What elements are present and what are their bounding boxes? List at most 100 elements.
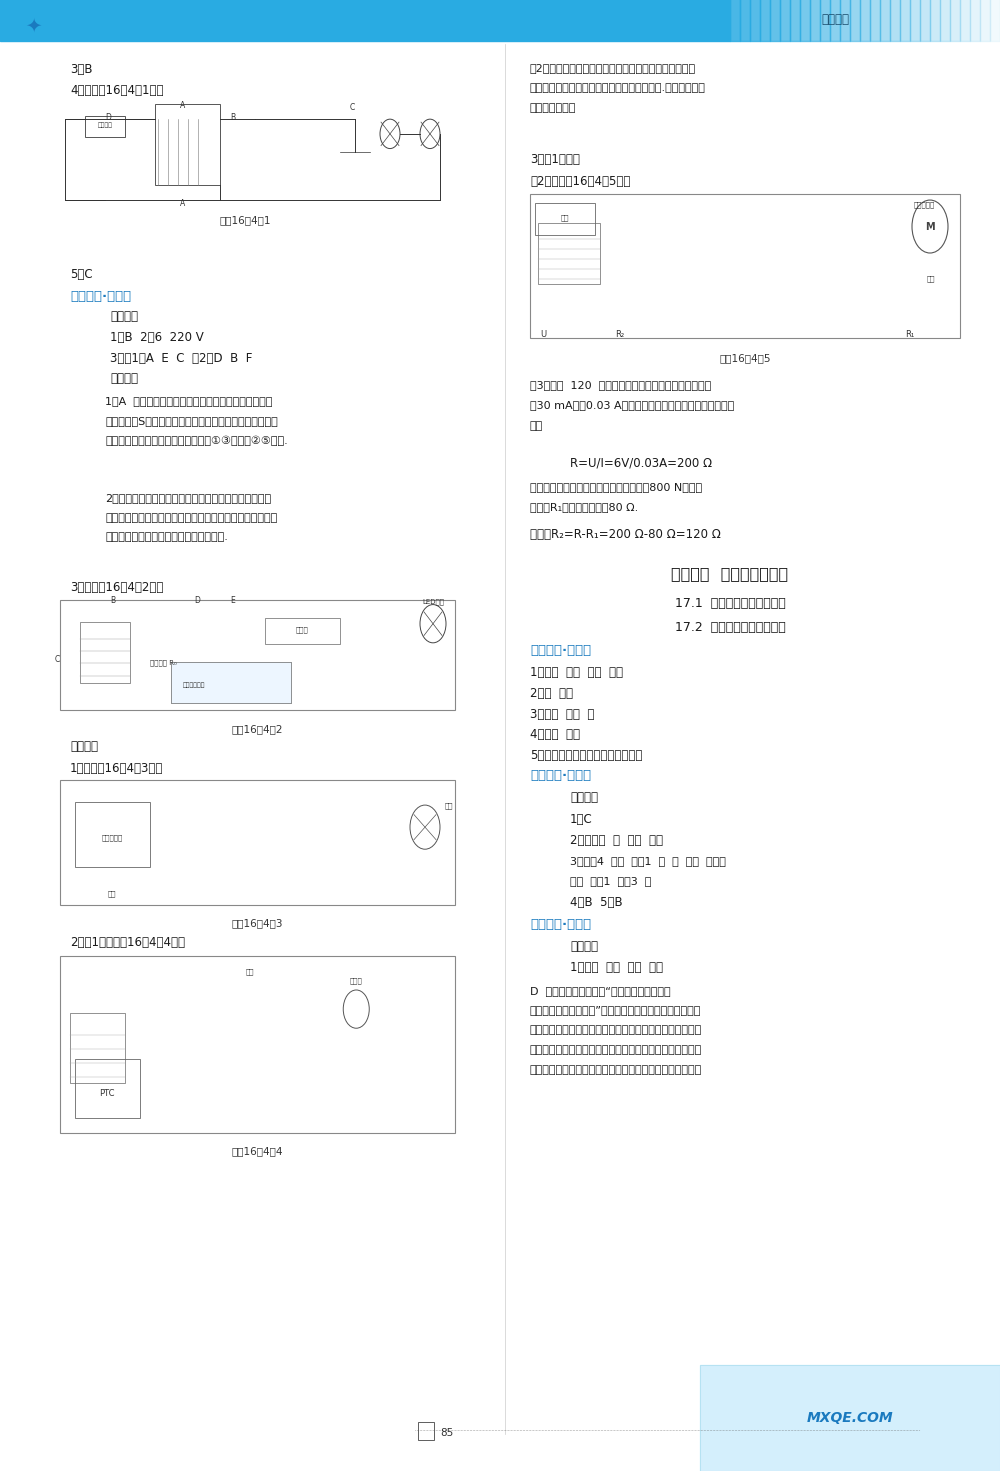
Text: 1．A  解析：利用安培定则，闭合开关后，可到新电磁: 1．A 解析：利用安培定则，闭合开关后，可到新电磁 [105, 396, 272, 406]
Text: 都有关，只要改变其中一个因素即可达到改变受力方向；若: 都有关，只要改变其中一个因素即可达到改变受力方向；若 [530, 1044, 702, 1055]
Text: 光敏电阻: 光敏电阻 [98, 122, 113, 128]
Text: 电黤: 电黤 [245, 968, 254, 974]
Bar [870, 0, 880, 41]
Text: 4．平衡  方向: 4．平衡 方向 [530, 728, 580, 741]
Text: PTC: PTC [99, 1089, 115, 1097]
Text: 1．转子  定子  线圈  磁体: 1．转子 定子 线圈 磁体 [530, 666, 623, 680]
Text: 指示灯: 指示灯 [350, 977, 363, 984]
Text: 太阳能电池板: 太阳能电池板 [183, 683, 206, 688]
Text: 由图乙中的图象可知，货架承受的压力为800 N时，压: 由图乙中的图象可知，货架承受的压力为800 N时，压 [530, 482, 702, 493]
Bar [840, 0, 850, 41]
Text: 1．B  2．6  220 V: 1．B 2．6 220 V [110, 331, 204, 344]
Bar [760, 0, 770, 41]
Text: 3．B: 3．B [70, 63, 92, 76]
Bar [75, 802, 150, 868]
Text: 答图16－4－4: 答图16－4－4 [232, 1146, 283, 1156]
Text: 1．如答图16－4－3所示: 1．如答图16－4－3所示 [70, 762, 163, 775]
Text: 4．B  5．B: 4．B 5．B [570, 896, 623, 909]
Text: 3．（1）A  E  C  （2）D  B  F: 3．（1）A E C （2）D B F [110, 352, 252, 365]
Text: A: A [180, 101, 185, 110]
Text: 第十七章  电动机与发电机: 第十七章 电动机与发电机 [671, 566, 789, 581]
Bar [700, 1365, 1000, 1471]
Text: 5．通电导体在磁场中受到力的作用: 5．通电导体在磁场中受到力的作用 [530, 749, 642, 762]
Bar [538, 224, 600, 284]
Text: 3．（1）减小: 3．（1）减小 [530, 153, 580, 166]
Text: 电源: 电源 [561, 215, 569, 221]
Bar [920, 0, 930, 41]
Text: 2．电  机械: 2．电 机械 [530, 687, 573, 700]
Bar [530, 194, 960, 338]
Bar [750, 0, 760, 41]
Text: 17.1  关于电动机转动的猜想: 17.1 关于电动机转动的猜想 [675, 597, 785, 610]
Text: 影响的，因此应该为并联关系，所以①③正确，②⑤错误.: 影响的，因此应该为并联关系，所以①③正确，②⑤错误. [105, 435, 288, 446]
Text: 课时达标: 课时达标 [570, 940, 598, 953]
Text: R₁: R₁ [905, 330, 914, 338]
Text: M: M [925, 222, 935, 231]
Text: D: D [194, 596, 200, 605]
Bar [820, 0, 830, 41]
Bar [155, 104, 220, 185]
Text: 巩固提高·新空间: 巩固提高·新空间 [70, 290, 131, 303]
Text: 平衡  半环1  电剂3  下: 平衡 半环1 电剂3 下 [570, 877, 651, 886]
Text: 敏电阻R₁对应的阻値将为80 Ω.: 敏电阻R₁对应的阻値将为80 Ω. [530, 502, 638, 512]
Bar [940, 0, 950, 41]
Bar [880, 0, 890, 41]
Bar [60, 956, 455, 1133]
Bar [418, 1422, 434, 1440]
Bar [265, 618, 340, 644]
Text: 1．不能  不能  磁场  电流: 1．不能 不能 磁场 电流 [570, 961, 663, 974]
Text: 4．如答图16－4－1所示: 4．如答图16－4－1所示 [70, 84, 164, 97]
Bar [60, 780, 455, 905]
Bar [810, 0, 820, 41]
Text: 尝试提高: 尝试提高 [70, 740, 98, 753]
Text: 答图16－4－3: 答图16－4－3 [232, 918, 283, 928]
Text: 17.2  探究电动机转动的原理: 17.2 探究电动机转动的原理 [675, 621, 785, 634]
Bar [970, 0, 980, 41]
Text: 5．C: 5．C [70, 268, 93, 281]
Text: （2）如答图16－4－5所示: （2）如答图16－4－5所示 [530, 175, 630, 188]
Bar [950, 0, 960, 41]
Text: 答图16－4－1: 答图16－4－1 [219, 215, 271, 225]
Text: 这时，R₂=R-R₁=200 Ω-80 Ω=120 Ω: 这时，R₂=R-R₁=200 Ω-80 Ω=120 Ω [530, 528, 721, 541]
Bar [171, 662, 291, 703]
Text: 能力展示: 能力展示 [110, 372, 138, 385]
Text: 后，可以知道通电导体在磁场中受力方向与电流、磁场方向: 后，可以知道通电导体在磁场中受力方向与电流、磁场方向 [530, 1025, 702, 1036]
Text: C: C [55, 656, 60, 665]
Text: 铁的右端为S极；各住户控制门锁开关是相互独立的，不受: 铁的右端为S极；各住户控制门锁开关是相互独立的，不受 [105, 415, 278, 425]
Text: 2．（1）如答图16－4－4所示: 2．（1）如答图16－4－4所示 [70, 936, 185, 949]
Text: 3．电剂4  线圈  半环1  下  逆  络缘  无惯性: 3．电剂4 线圈 半环1 下 逆 络缘 无惯性 [570, 856, 726, 866]
Text: （3）增强  120  解析：当电磁继电器线圈中的电流大小: （3）增强 120 解析：当电磁继电器线圈中的电流大小 [530, 380, 711, 390]
Text: 2．奥斯特  力  改变  改变: 2．奥斯特 力 改变 改变 [570, 834, 663, 847]
Text: U: U [540, 330, 546, 338]
Text: D: D [105, 113, 111, 122]
Bar [740, 0, 750, 41]
Text: 同时改变两个因素的方向，则受力方向仍然不改变；至于增: 同时改变两个因素的方向，则受力方向仍然不改变；至于增 [530, 1065, 702, 1075]
Bar [790, 0, 800, 41]
Bar [60, 600, 455, 710]
Bar [535, 203, 595, 235]
Bar [80, 622, 130, 683]
Bar [75, 1059, 140, 1118]
Text: A: A [180, 199, 185, 207]
Text: D  解析：本题探究的是“通电线圈在磁场中受: D 解析：本题探究的是“通电线圈在磁场中受 [530, 986, 671, 996]
Bar [860, 0, 870, 41]
Text: R₂: R₂ [615, 330, 624, 338]
Bar [0, 0, 730, 41]
Text: 力方向与哪些因素有关”，在全面学习电动机的知识和实验: 力方向与哪些因素有关”，在全面学习电动机的知识和实验 [530, 1006, 701, 1015]
Text: 压力传感器: 压力传感器 [101, 834, 123, 841]
Text: 电源: 电源 [108, 890, 116, 896]
Text: 巩固提高·新空间: 巩固提高·新空间 [530, 918, 591, 931]
Text: 课堂练习: 课堂练习 [570, 791, 598, 805]
Text: 货物装载机: 货物装载机 [914, 202, 935, 207]
Text: B: B [110, 596, 115, 605]
Text: 阻为: 阻为 [530, 421, 543, 431]
Bar [171, 662, 291, 703]
Text: 参考答案: 参考答案 [821, 13, 849, 26]
Text: E: E [230, 596, 235, 605]
Text: C: C [350, 103, 355, 112]
Bar [85, 116, 125, 137]
Text: 接触时，电磁铁就有电流通过，产生磁性吸引触点，使开关: 接触时，电磁铁就有电流通过，产生磁性吸引触点，使开关 [105, 512, 277, 522]
Text: 合作探究·新课堂: 合作探究·新课堂 [530, 769, 591, 783]
Text: （2）控制电路的电池长时间工作，电流会减小，磁性减: （2）控制电路的电池长时间工作，电流会减小，磁性减 [530, 63, 696, 74]
Bar [910, 0, 920, 41]
